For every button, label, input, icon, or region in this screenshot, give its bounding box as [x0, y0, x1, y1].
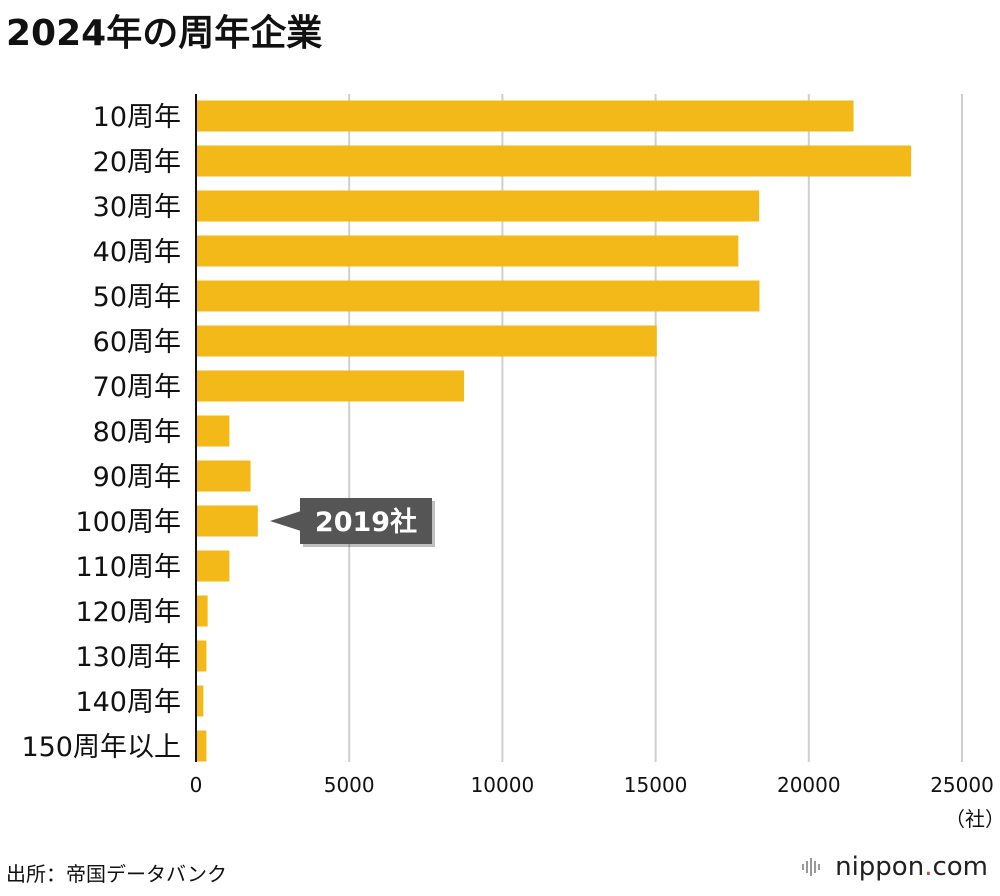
x-tick-label: 20000 [777, 773, 841, 797]
category-label: 30周年 [93, 192, 181, 223]
bar [196, 100, 854, 132]
category-label: 100周年 [75, 507, 181, 538]
callout-layer: 2019社 [270, 498, 435, 547]
callout-box [300, 498, 432, 544]
logo-mark-icon [802, 858, 821, 876]
bar-layer [196, 100, 912, 762]
category-label-layer: 10周年 20周年 30周年 40周年 50周年 60周年 70周年 80周年 90周年 100周… [21, 102, 181, 763]
category-label: 110周年 [75, 552, 181, 583]
category-label: 10周年 [93, 102, 181, 133]
bar [196, 685, 204, 717]
bar [196, 370, 465, 402]
category-label: 60周年 [93, 327, 181, 358]
logo-text-post: com [932, 852, 988, 882]
logo-text-pre: nippon [835, 852, 925, 882]
bar [196, 460, 251, 492]
logo-text-dot: . [924, 852, 933, 882]
bar [196, 415, 230, 447]
category-label: 70周年 [93, 372, 181, 403]
x-unit-label: （社） [945, 807, 1000, 831]
bar [196, 325, 657, 357]
category-label: 150周年以上 [21, 732, 181, 763]
callout-text: 2019社 [315, 506, 417, 538]
category-label: 50周年 [93, 282, 181, 313]
x-tick-label: 5000 [324, 773, 375, 797]
callout-pointer [270, 511, 301, 531]
category-label: 120周年 [75, 597, 181, 628]
nippon-logo: nippon. com [801, 852, 988, 882]
x-tick-label: 10000 [471, 773, 535, 797]
bar [196, 550, 230, 582]
bar [196, 505, 258, 537]
category-label: 20周年 [93, 147, 181, 178]
bar [196, 280, 760, 312]
x-tick-label: 15000 [624, 773, 688, 797]
bar [196, 730, 207, 762]
source-note: 出所：帝国データバンク [6, 862, 227, 886]
category-label: 80周年 [93, 417, 181, 448]
category-label: 90周年 [93, 462, 181, 493]
tick-label-layer: 0 5000 10000 15000 20000 25000 （社） [190, 773, 1000, 831]
category-label: 40周年 [93, 237, 181, 268]
chart-title: 2024年の周年企業 [6, 13, 323, 54]
bar [196, 190, 760, 222]
bar [196, 145, 912, 177]
x-tick-label: 25000 [930, 773, 994, 797]
category-label: 140周年 [75, 687, 181, 718]
value-callout: 2019社 [270, 498, 435, 547]
bar [196, 595, 208, 627]
x-tick-label: 0 [190, 773, 203, 797]
category-label: 130周年 [75, 642, 181, 673]
bar [196, 640, 207, 672]
bar [196, 235, 739, 267]
